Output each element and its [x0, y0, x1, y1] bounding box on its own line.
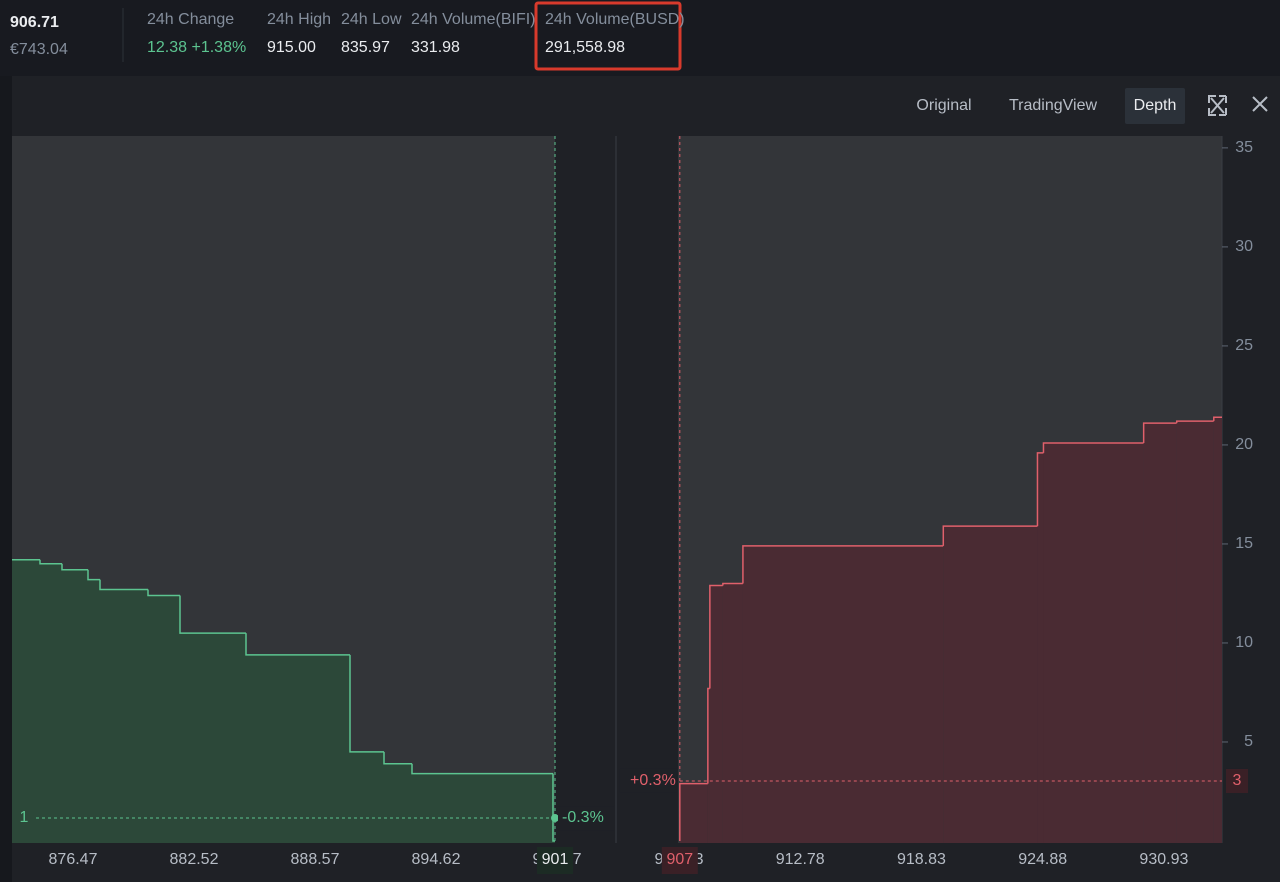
depth-area — [40, 563, 62, 843]
depth-label-box — [1226, 768, 1248, 793]
stat-value: 915.00 — [267, 39, 316, 56]
y-tick-label: 10 — [1235, 634, 1253, 651]
depth-step — [179, 595, 246, 634]
stat-label: 24h Change — [147, 11, 234, 28]
highlight-box — [534, 1, 682, 71]
close-icon[interactable] — [1252, 96, 1268, 112]
depth-step — [39, 559, 62, 565]
active-tab-bg — [1125, 88, 1185, 124]
depth-step — [942, 525, 1038, 546]
depth-area — [1037, 452, 1044, 843]
price-label-box — [537, 847, 573, 874]
stat-value: 291,558.98 — [545, 39, 625, 56]
depth-step — [99, 579, 148, 591]
tab[interactable]: Original — [916, 97, 971, 114]
depth-area — [100, 589, 148, 843]
depth-area — [12, 559, 40, 843]
x-tick-label: 924.88 — [1018, 851, 1067, 868]
stat-value: 835.97 — [341, 39, 390, 56]
depth-step — [709, 584, 723, 689]
x-tick-label: 894.62 — [412, 851, 461, 868]
depth-step — [245, 633, 350, 656]
stat-label: 24h High — [267, 11, 331, 28]
price-label-box — [661, 847, 698, 874]
depth-step — [722, 582, 743, 586]
stat-label: 24h Volume(BIFI) — [411, 11, 536, 28]
header-bar — [0, 0, 1280, 76]
depth-area — [412, 773, 553, 843]
tab[interactable]: Depth — [1134, 97, 1177, 114]
expand-icon[interactable] — [1208, 95, 1227, 116]
depth-area — [709, 585, 723, 843]
crosshair-dot — [551, 814, 559, 823]
depth-area — [148, 595, 180, 843]
depth-area — [350, 751, 384, 843]
price-label: 907 — [666, 851, 693, 868]
depth-label: 3 — [1233, 772, 1242, 789]
stat-label: 24h Volume(BUSD) — [545, 11, 685, 28]
depth-asks — [679, 416, 1222, 843]
depth-step — [1142, 422, 1177, 443]
last-price: 906.71 — [10, 14, 59, 31]
stat-value: 12.38 +1.38% — [147, 39, 246, 56]
y-tick-label: 5 — [1244, 733, 1253, 750]
x-tick-label: 930.93 — [1139, 851, 1188, 868]
depth-step — [411, 763, 553, 775]
spread-label: +0.3% — [630, 772, 676, 789]
depth-step — [742, 545, 944, 584]
depth-area — [1043, 442, 1144, 843]
depth-step — [349, 654, 384, 753]
stat-value: 331.98 — [411, 39, 460, 56]
x-tick-label: 876.47 — [49, 851, 98, 868]
depth-area — [943, 526, 1038, 843]
depth-area — [1176, 421, 1214, 843]
depth-area — [679, 783, 708, 843]
depth-area — [180, 633, 246, 843]
depth-step — [1042, 442, 1144, 453]
spread-box — [558, 806, 614, 831]
depth-bids — [12, 559, 555, 843]
price-label: 901 — [542, 851, 569, 868]
depth-area — [246, 654, 350, 843]
y-tick-label: 15 — [1235, 535, 1253, 552]
depth-step — [147, 589, 180, 597]
depth-area — [742, 545, 944, 843]
y-tick-label: 30 — [1235, 238, 1253, 255]
y-tick-label: 20 — [1235, 436, 1253, 453]
x-tick-label: 918.83 — [897, 851, 946, 868]
depth-area — [722, 583, 743, 843]
x-tick-label: 882.52 — [170, 851, 219, 868]
depth-step — [1175, 420, 1214, 424]
x-tick-label: 912.78 — [776, 851, 825, 868]
depth-area — [384, 763, 412, 843]
depth-step — [383, 751, 412, 765]
depth-area — [707, 688, 710, 843]
x-tick-label: 888.57 — [291, 851, 340, 868]
tab[interactable]: TradingView — [1009, 97, 1097, 114]
depth-area — [553, 841, 555, 843]
fiat-price: €743.04 — [10, 41, 68, 58]
stat-label: 24h Low — [341, 11, 402, 28]
spread-box — [619, 768, 677, 793]
depth-area — [62, 569, 88, 843]
depth-area — [1143, 423, 1177, 843]
y-tick-label: 25 — [1235, 337, 1253, 354]
depth-area — [88, 579, 100, 843]
depth-step — [1036, 452, 1044, 527]
depth-area — [1213, 417, 1222, 843]
depth-step — [552, 773, 555, 842]
depth-step — [87, 569, 100, 581]
spread-label: -0.3% — [562, 809, 604, 826]
depth-step — [61, 563, 88, 571]
depth-label: 1 — [20, 809, 29, 826]
y-tick-label: 35 — [1235, 139, 1253, 156]
depth-step — [1213, 416, 1222, 422]
